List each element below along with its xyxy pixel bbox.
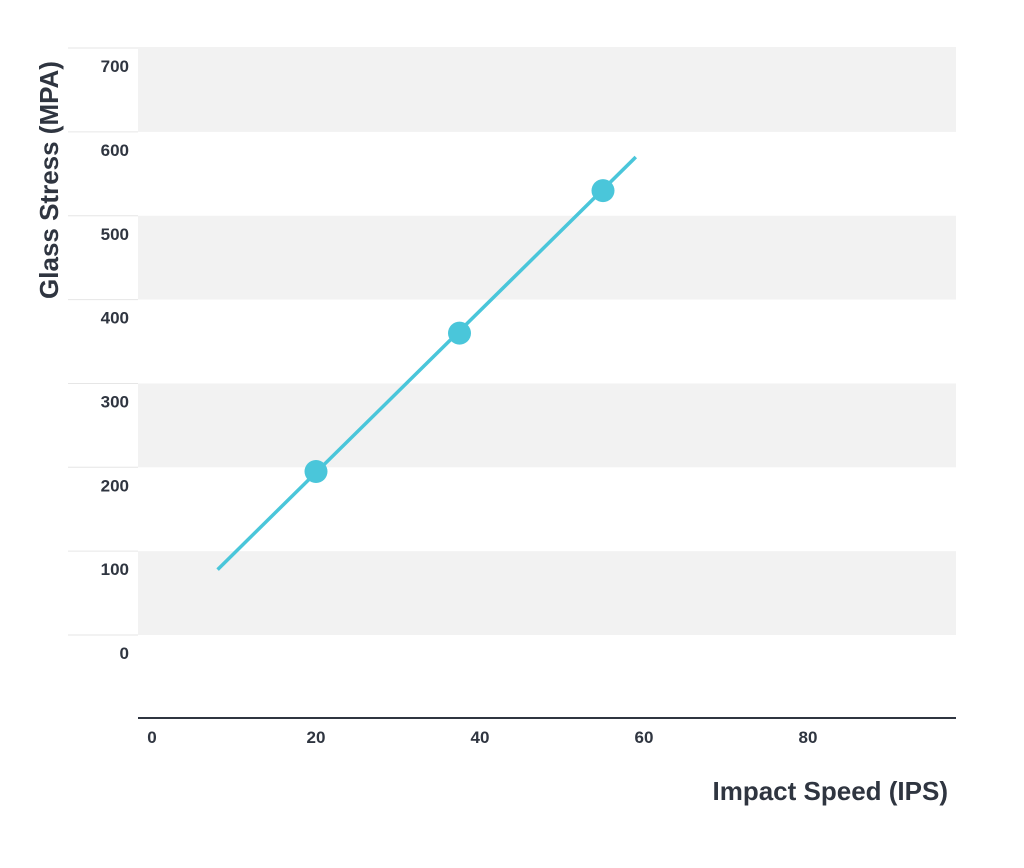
data-points (304, 179, 615, 483)
grid-band (138, 551, 956, 635)
x-tick-label: 20 (307, 728, 326, 747)
grid-band (138, 48, 956, 132)
x-tick-label: 40 (471, 728, 490, 747)
y-tick-marks (68, 47, 138, 636)
y-tick-labels: 0 100 200 300 400 500 600 700 (101, 57, 129, 663)
x-axis-title: Impact Speed (IPS) (713, 776, 949, 806)
x-tick-label: 60 (635, 728, 654, 747)
y-tick-label: 0 (120, 644, 129, 663)
grid-band (138, 383, 956, 468)
x-tick-label: 80 (799, 728, 818, 747)
y-tick-label: 100 (101, 560, 129, 579)
grid-band (138, 215, 956, 300)
y-tick-label: 500 (101, 225, 129, 244)
trend-line (216, 155, 638, 571)
y-tick-label: 300 (101, 392, 129, 411)
y-tick-label: 700 (101, 57, 129, 76)
data-point (448, 321, 471, 345)
y-tick-label: 400 (101, 309, 129, 328)
y-axis-title: Glass Stress (MPA) (34, 61, 64, 299)
data-point (591, 179, 615, 203)
data-point (304, 459, 328, 483)
x-tick-labels: 0 20 40 60 80 (147, 728, 817, 747)
trend-lines (216, 155, 638, 571)
x-tick-label: 0 (147, 728, 156, 747)
grid-band (138, 47, 956, 49)
grid-bands (138, 47, 956, 635)
y-tick-label: 600 (101, 141, 129, 160)
y-tick-label: 200 (101, 476, 129, 495)
